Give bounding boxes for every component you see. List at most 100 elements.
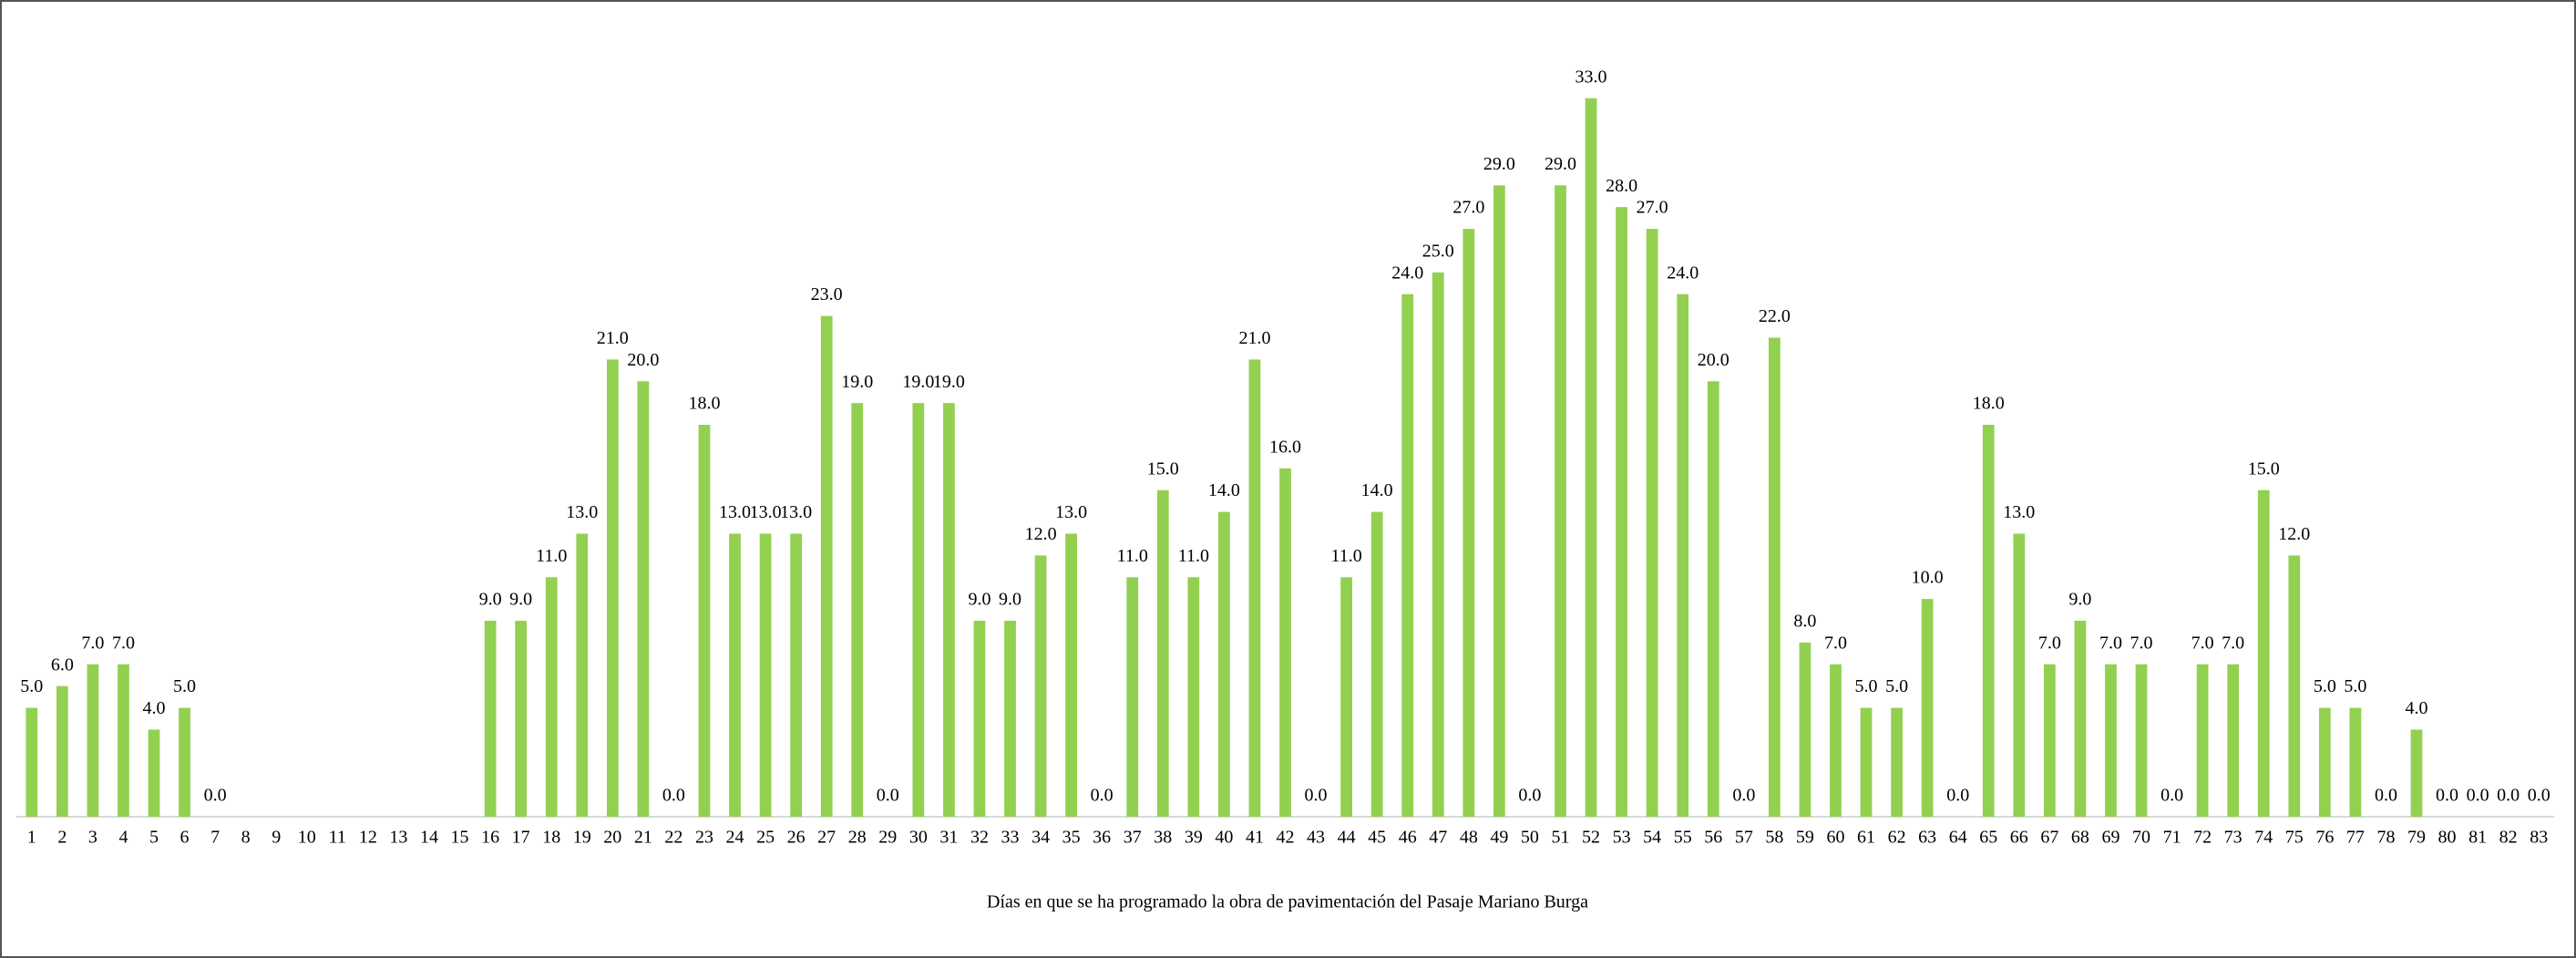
data-label: 9.0: [479, 590, 502, 610]
bar: [1065, 533, 1077, 817]
data-label: 8.0: [1793, 612, 1816, 632]
x-tick-label: 15: [451, 828, 469, 848]
bar: [637, 381, 650, 817]
bar: [1891, 707, 1903, 817]
data-label: 0.0: [1732, 786, 1755, 806]
bar: [2043, 664, 2056, 817]
bar: [148, 729, 160, 817]
data-label: 13.0: [780, 502, 812, 522]
x-tick-label: 25: [756, 828, 775, 848]
x-tick-label: 55: [1674, 828, 1692, 848]
bar: [1248, 359, 1261, 817]
data-label: 27.0: [1637, 198, 1668, 218]
bar: [87, 664, 99, 817]
x-tick-label: 71: [2163, 828, 2181, 848]
data-label: 5.0: [20, 676, 43, 696]
data-label: 4.0: [2406, 698, 2428, 718]
x-tick-label: 81: [2468, 828, 2487, 848]
data-label: 0.0: [1946, 786, 1969, 806]
x-tick-label: 37: [1124, 828, 1142, 848]
data-label: 28.0: [1606, 176, 1637, 196]
bar: [2318, 707, 2331, 817]
data-label: 16.0: [1269, 437, 1301, 457]
data-label: 20.0: [627, 350, 659, 370]
x-tick-label: 19: [573, 828, 591, 848]
data-label: 7.0: [1824, 633, 1847, 653]
x-tick-label: 8: [241, 828, 251, 848]
x-tick-label: 22: [664, 828, 682, 848]
data-label: 12.0: [1025, 524, 1057, 544]
x-tick-label: 67: [2040, 828, 2058, 848]
data-label: 0.0: [877, 786, 899, 806]
bar: [1982, 425, 1995, 817]
bar: [1279, 468, 1291, 817]
data-label: 19.0: [841, 372, 873, 392]
x-tick-label: 64: [1949, 828, 1967, 848]
data-label: 0.0: [2497, 786, 2520, 806]
data-label: 29.0: [1483, 154, 1515, 174]
x-tick-label: 61: [1857, 828, 1875, 848]
data-label: 33.0: [1575, 67, 1607, 87]
data-label: 29.0: [1545, 154, 1576, 174]
data-label: 0.0: [1518, 786, 1541, 806]
bar: [1585, 98, 1597, 818]
x-tick-label: 36: [1093, 828, 1111, 848]
data-label: 4.0: [142, 698, 165, 718]
x-tick-label: 40: [1215, 828, 1233, 848]
x-tick-label: 12: [359, 828, 377, 848]
data-label: 18.0: [688, 394, 720, 414]
data-label: 13.0: [750, 502, 782, 522]
bar: [1768, 337, 1781, 817]
data-label: 11.0: [536, 546, 567, 566]
x-tick-label: 34: [1031, 828, 1050, 848]
data-label: 0.0: [2160, 786, 2183, 806]
data-label: 14.0: [1361, 480, 1393, 500]
bar: [729, 533, 741, 817]
x-tick-label: 10: [298, 828, 316, 848]
bar: [1707, 381, 1719, 817]
x-tick-label: 3: [88, 828, 97, 848]
data-label: 19.0: [933, 372, 965, 392]
x-tick-label: 16: [481, 828, 499, 848]
data-label: 13.0: [566, 502, 598, 522]
data-label: 0.0: [2467, 786, 2489, 806]
x-tick-label: 76: [2315, 828, 2334, 848]
x-tick-label: 49: [1490, 828, 1508, 848]
x-tick-label: 5: [149, 828, 159, 848]
bar: [790, 533, 803, 817]
x-tick-label: 47: [1429, 828, 1447, 848]
x-tick-label: 77: [2346, 828, 2365, 848]
x-tick-label: 45: [1368, 828, 1386, 848]
bar: [2013, 533, 2026, 817]
x-tick-label: 11: [329, 828, 346, 848]
x-tick-label: 43: [1307, 828, 1325, 848]
data-label: 24.0: [1391, 263, 1423, 283]
data-label: 10.0: [1912, 568, 1944, 588]
data-label: 22.0: [1759, 306, 1791, 326]
x-tick-label: 60: [1826, 828, 1844, 848]
bar: [515, 621, 528, 817]
x-tick-label: 2: [57, 828, 67, 848]
data-label: 11.0: [1178, 546, 1209, 566]
bar: [1034, 555, 1047, 817]
data-label: 15.0: [2248, 458, 2280, 479]
data-label: 9.0: [509, 590, 532, 610]
x-tick-label: 32: [970, 828, 989, 848]
data-label: 9.0: [2068, 590, 2091, 610]
bar: [1462, 229, 1475, 818]
data-label: 20.0: [1698, 350, 1729, 370]
x-tick-label: 69: [2101, 828, 2119, 848]
data-label: 18.0: [1973, 394, 2005, 414]
x-tick-label: 9: [272, 828, 281, 848]
bar: [1156, 489, 1169, 817]
data-label: 24.0: [1667, 263, 1699, 283]
data-label: 5.0: [173, 676, 196, 696]
x-tick-label: 27: [817, 828, 836, 848]
bar: [2257, 489, 2270, 817]
data-label: 7.0: [2038, 633, 2061, 653]
x-tick-label: 79: [2407, 828, 2426, 848]
data-label: 7.0: [2130, 633, 2153, 653]
x-tick-label: 51: [1551, 828, 1569, 848]
x-axis-title: Días en que se ha programado la obra de …: [987, 892, 1588, 912]
